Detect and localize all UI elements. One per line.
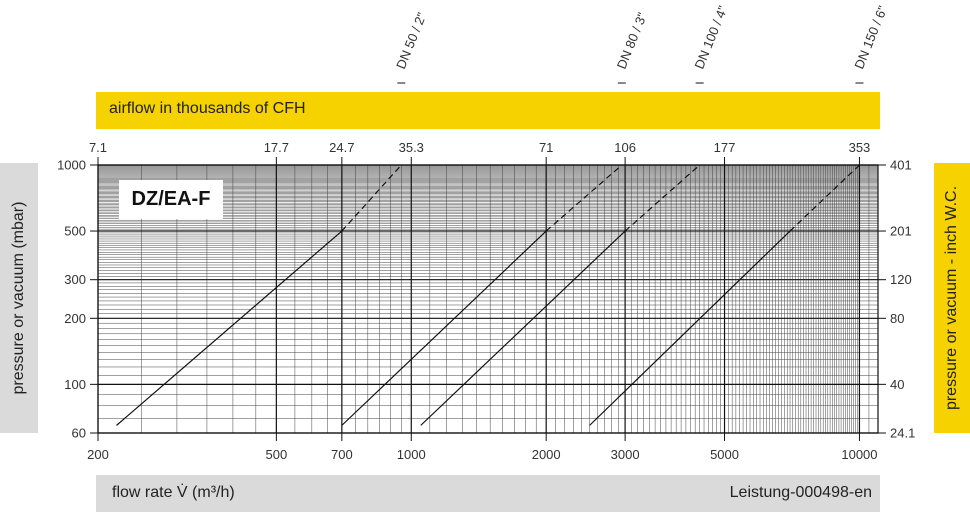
right-tick-label: 40 — [890, 377, 904, 392]
top-tick-label: 24.7 — [329, 140, 354, 155]
y-tick-label: 200 — [64, 311, 86, 326]
x-tick-label: 10000 — [841, 447, 877, 462]
right-axis-title: pressure or vacuum - inch W.C. — [943, 185, 960, 411]
x-tick-label: 500 — [265, 447, 287, 462]
top-tick-label: 71 — [539, 140, 553, 155]
x-tick-label: 3000 — [611, 447, 640, 462]
right-tick-label: 201 — [890, 224, 912, 239]
right-tick-label: 80 — [890, 311, 904, 326]
top-tick-label: 7.1 — [89, 140, 107, 155]
document-code: Leistung-000498-en — [729, 484, 872, 501]
series-line — [420, 164, 701, 426]
x-axis-title-bar: flow rate V̇ (m³/h) Leistung-000498-en — [96, 475, 880, 512]
series-solid-segment — [341, 230, 547, 426]
top-tick-label: 177 — [714, 140, 736, 155]
series-dashed-segment — [624, 164, 701, 232]
top-axis-title: airflow in thousands of CFH — [109, 100, 306, 117]
dn-label: DN 50 / 2" — [393, 10, 429, 71]
series-solid-segment — [116, 230, 343, 426]
dn-label: DN 100 / 4" — [692, 3, 731, 71]
plot-frame — [97, 164, 879, 434]
series-solid-segment — [420, 230, 626, 426]
y-tick-label: 1000 — [57, 158, 86, 173]
series-line — [589, 164, 860, 426]
right-tick-label: 120 — [890, 272, 912, 287]
series-solid-segment — [589, 230, 791, 426]
y-tick-label: 300 — [64, 272, 86, 287]
x-axis-title: flow rate V̇ (m³/h) — [112, 484, 235, 501]
right-axis-title-bar: pressure or vacuum - inch W.C. — [934, 163, 970, 433]
top-tick-label: 353 — [849, 140, 871, 155]
top-tick-label: 17.7 — [264, 140, 289, 155]
series — [116, 164, 860, 426]
right-tick-label: 24.1 — [890, 426, 915, 441]
chart-title: DZ/EA-F — [119, 180, 223, 219]
dn-label: DN 150 / 6" — [851, 3, 890, 71]
tick-labels: 200 500 700 1000 2000 3000 5000 10000 7.1 17.7 24.… — [57, 3, 915, 462]
top-tick-label: 35.3 — [399, 140, 424, 155]
series-dashed-segment — [789, 164, 860, 232]
series-dashed-segment — [341, 164, 402, 232]
x-tick-label: 200 — [87, 447, 109, 462]
y-tick-label: 500 — [64, 224, 86, 239]
right-tick-label: 401 — [890, 158, 912, 173]
y-tick-label: 60 — [72, 426, 86, 441]
x-tick-label: 700 — [331, 447, 353, 462]
grid — [97, 164, 878, 434]
left-axis-title-bar: pressure or vacuum (mbar) — [0, 163, 38, 433]
x-tick-label: 1000 — [397, 447, 426, 462]
x-tick-label: 2000 — [532, 447, 561, 462]
top-axis-title-bar: airflow in thousands of CFH — [96, 92, 880, 129]
series-line — [341, 164, 623, 426]
left-axis-title: pressure or vacuum (mbar) — [10, 201, 27, 395]
series-dashed-segment — [545, 164, 623, 232]
y-tick-label: 100 — [64, 377, 86, 392]
x-tick-label: 5000 — [710, 447, 739, 462]
top-tick-label: 106 — [614, 140, 636, 155]
axes — [90, 157, 886, 441]
series-line — [116, 164, 402, 426]
dn-label: DN 80 / 3" — [614, 10, 650, 71]
